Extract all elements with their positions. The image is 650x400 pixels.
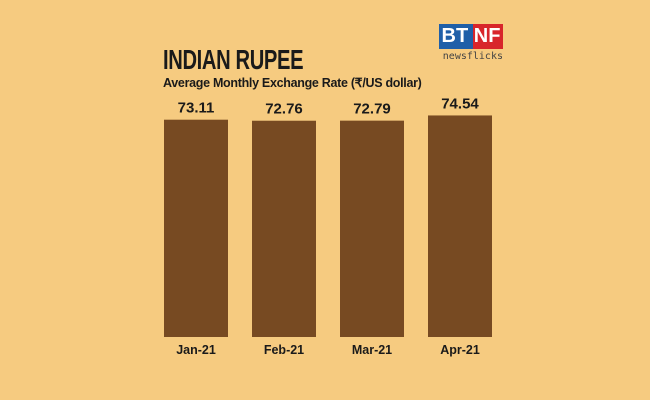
bar-mar-21 <box>340 120 404 337</box>
chart-title: INDIAN RUPEE <box>163 44 304 75</box>
brand-logo: BT NF newsflicks <box>439 24 503 62</box>
bar-feb-21 <box>252 120 316 338</box>
data-label: 73.11 <box>178 100 215 117</box>
logo-tagline: newsflicks <box>442 51 503 62</box>
bar-jan-21 <box>164 119 228 337</box>
chart-subtitle: Average Monthly Exchange Rate (₹/US doll… <box>163 76 422 90</box>
data-label: 72.79 <box>353 101 391 118</box>
x-tick-label: Mar-21 <box>352 343 392 357</box>
x-tick-label: Apr-21 <box>440 343 480 357</box>
logo-text: BT NF <box>441 25 501 47</box>
logo-mark: BT NF <box>439 24 503 49</box>
data-label: 74.54 <box>441 95 479 112</box>
data-label: 72.76 <box>265 101 303 118</box>
x-tick-label: Feb-21 <box>264 343 304 357</box>
x-tick-label: Jan-21 <box>176 343 216 357</box>
bar-apr-21 <box>428 115 492 338</box>
